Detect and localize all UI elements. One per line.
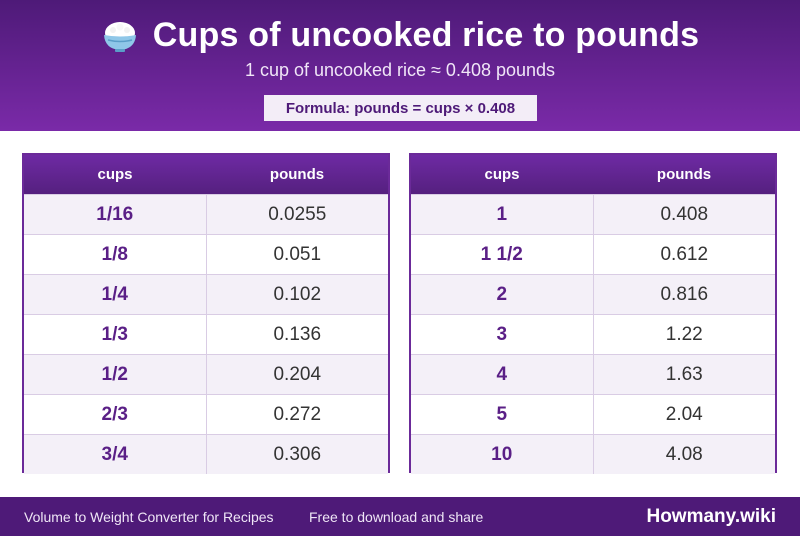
column-header-pounds: pounds — [656, 166, 712, 183]
footer-share-note: Free to download and share — [309, 508, 484, 525]
table-row: 1 1/2 0.612 — [411, 234, 775, 274]
column-header-cups: cups — [484, 166, 520, 183]
cups-cell: 1/8 — [24, 235, 207, 274]
cups-cell: 10 — [411, 435, 594, 474]
cups-cell: 3 — [411, 315, 594, 354]
cups-cell: 1/3 — [24, 315, 207, 354]
pounds-cell: 1.63 — [665, 363, 703, 385]
table-row: 2/3 0.272 — [24, 394, 388, 434]
header-banner: Cups of uncooked rice to pounds 1 cup of… — [0, 0, 800, 131]
conversion-table-right: cups pounds 1 0.408 1 1/2 0.612 2 0.816 3 1.… — [409, 153, 777, 474]
pounds-cell: 1.22 — [665, 323, 703, 345]
pounds-cell: 0.272 — [273, 403, 322, 425]
footer-tagline: Volume to Weight Converter for Recipes — [24, 508, 274, 525]
page-subtitle: 1 cup of uncooked rice ≈ 0.408 pounds — [244, 60, 556, 80]
table-row: 1 0.408 — [411, 194, 775, 234]
table-row: 3 1.22 — [411, 314, 775, 354]
table-header: cups pounds — [24, 155, 388, 194]
table-row: 5 2.04 — [411, 394, 775, 434]
pounds-cell: 0.306 — [273, 443, 322, 465]
table-body: 1 0.408 1 1/2 0.612 2 0.816 3 1.22 4 1.63 5 2.… — [411, 194, 775, 474]
pounds-cell: 0.204 — [273, 363, 322, 385]
brand-link[interactable]: Howmany.wiki — [646, 505, 776, 527]
cups-cell: 1 — [411, 195, 594, 234]
table-header: cups pounds — [411, 155, 775, 194]
table-row: 1/2 0.204 — [24, 354, 388, 394]
cups-cell: 3/4 — [24, 435, 207, 474]
table-row: 3/4 0.306 — [24, 434, 388, 474]
pounds-cell: 0.136 — [273, 323, 322, 345]
pounds-cell: 0.816 — [660, 283, 709, 305]
cups-cell: 2/3 — [24, 395, 207, 434]
table-row: 10 4.08 — [411, 434, 775, 474]
rice-bowl-icon — [101, 16, 139, 54]
title-row: Cups of uncooked rice to pounds — [0, 14, 800, 56]
pounds-cell: 0.102 — [273, 283, 322, 305]
table-row: 1/8 0.051 — [24, 234, 388, 274]
pounds-cell: 2.04 — [665, 403, 703, 425]
table-body: 1/16 0.0255 1/8 0.051 1/4 0.102 1/3 0.136 1/… — [24, 194, 388, 474]
page-title: Cups of uncooked rice to pounds — [152, 15, 700, 54]
table-row: 2 0.816 — [411, 274, 775, 314]
pounds-cell: 4.08 — [665, 443, 703, 465]
cups-cell: 4 — [411, 355, 594, 394]
cups-cell: 1/4 — [24, 275, 207, 314]
cups-cell: 1/2 — [24, 355, 207, 394]
table-row: 1/3 0.136 — [24, 314, 388, 354]
pounds-cell: 0.051 — [273, 243, 322, 265]
formula-badge: Formula: pounds = cups × 0.408 — [264, 95, 537, 121]
column-header-cups: cups — [97, 166, 133, 183]
cups-cell: 1/16 — [24, 195, 207, 234]
pounds-cell: 0.0255 — [268, 203, 327, 225]
conversion-table-left: cups pounds 1/16 0.0255 1/8 0.051 1/4 0.102… — [22, 153, 390, 474]
column-header-pounds: pounds — [269, 166, 325, 183]
cups-cell: 1 1/2 — [411, 235, 594, 274]
footer-bar: Volume to Weight Converter for Recipes F… — [0, 497, 800, 536]
pounds-cell: 0.612 — [660, 243, 709, 265]
cups-cell: 2 — [411, 275, 594, 314]
pounds-cell: 0.408 — [660, 203, 709, 225]
table-row: 4 1.63 — [411, 354, 775, 394]
table-row: 1/16 0.0255 — [24, 194, 388, 234]
cups-cell: 5 — [411, 395, 594, 434]
table-row: 1/4 0.102 — [24, 274, 388, 314]
